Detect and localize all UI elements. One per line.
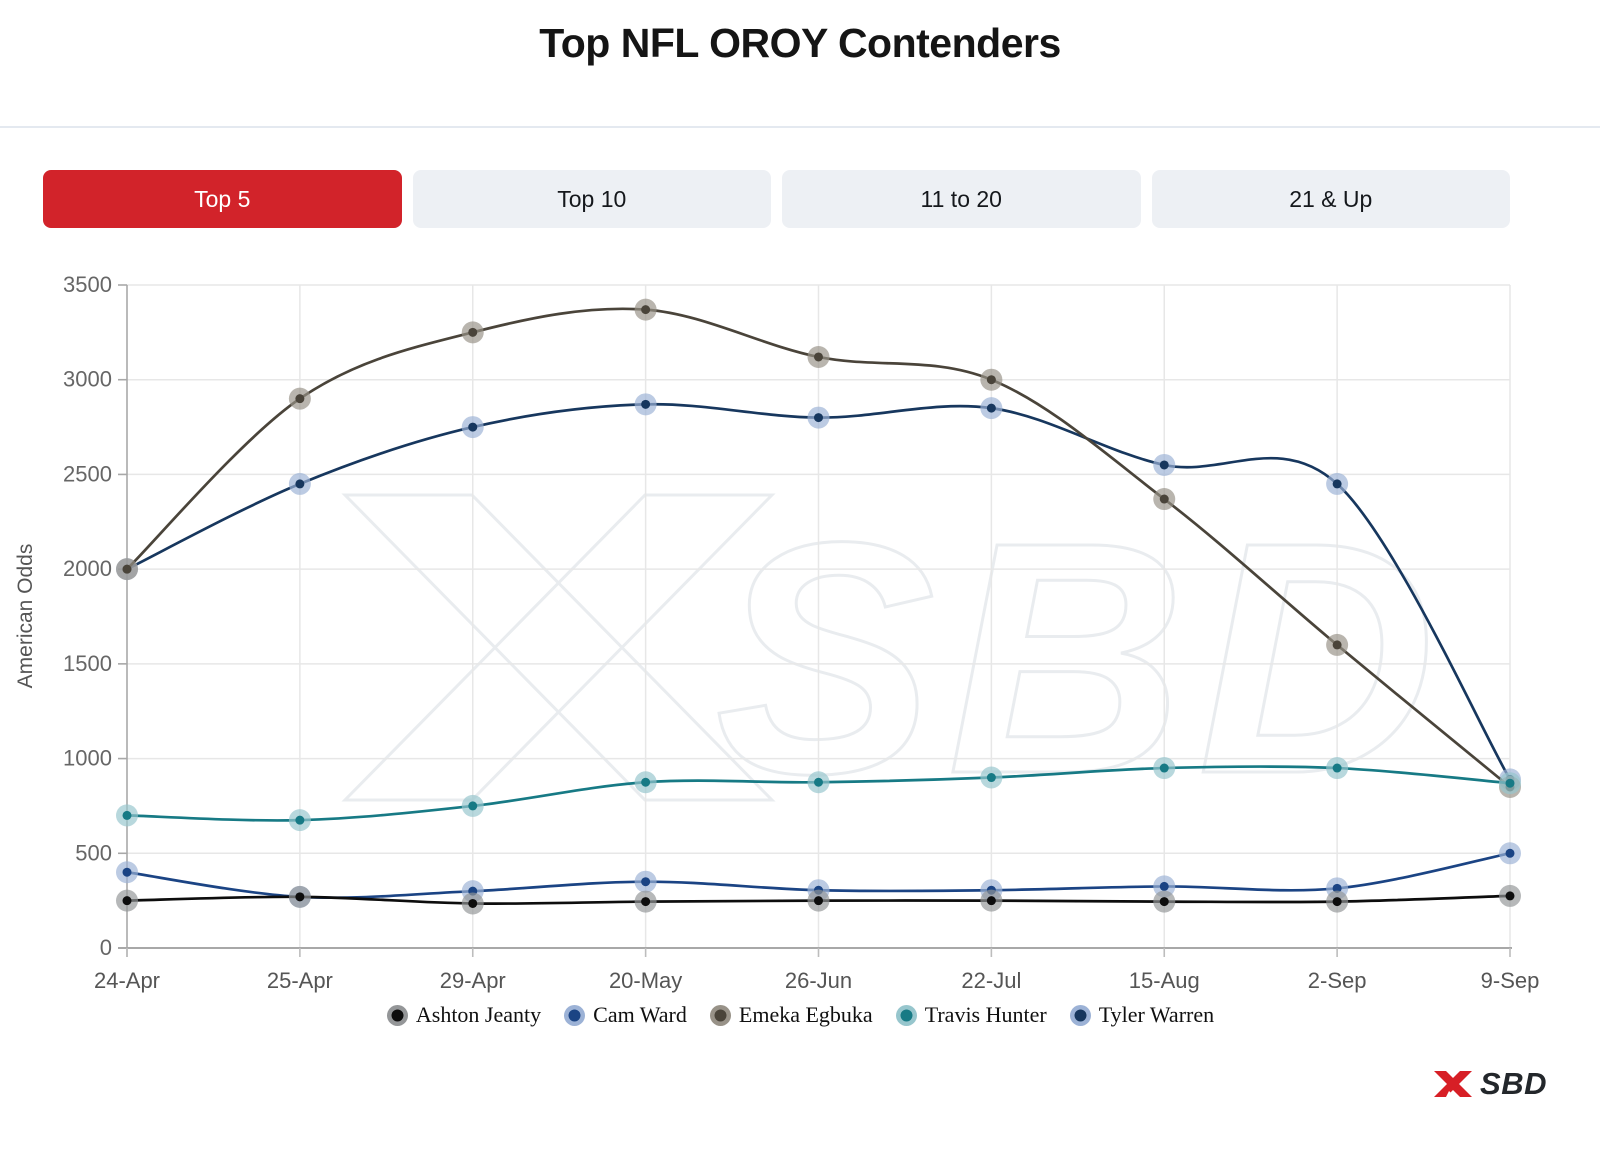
y-tick-label: 1000	[63, 746, 112, 771]
tab-11-to-20[interactable]: 11 to 20	[782, 170, 1141, 228]
x-tick-label: 25-Apr	[267, 968, 333, 993]
legend-item-travis-hunter[interactable]: Travis Hunter	[895, 1002, 1047, 1028]
y-tick-label: 1500	[63, 651, 112, 676]
data-point	[1332, 640, 1342, 650]
data-point	[1159, 881, 1169, 891]
data-point	[1332, 763, 1342, 773]
data-point	[468, 422, 478, 432]
series-ashton-jeanty	[116, 884, 1521, 915]
x-tick-label: 29-Apr	[440, 968, 506, 993]
data-point	[814, 896, 823, 906]
data-point	[122, 564, 132, 574]
x-tick-label: 24-Apr	[94, 968, 160, 993]
y-tick-label: 2500	[63, 461, 112, 486]
legend-marker-icon	[709, 1004, 731, 1026]
data-point	[1332, 883, 1342, 893]
header-divider	[0, 126, 1600, 128]
legend-marker-icon	[895, 1004, 917, 1026]
legend-item-tyler-warren[interactable]: Tyler Warren	[1069, 1002, 1214, 1028]
data-point	[986, 375, 996, 385]
data-point	[122, 896, 132, 906]
data-point	[122, 867, 132, 877]
data-point	[1159, 494, 1169, 504]
data-point	[1332, 897, 1342, 907]
legend-item-ashton-jeanty[interactable]: Ashton Jeanty	[386, 1002, 541, 1028]
legend-label: Travis Hunter	[924, 1002, 1047, 1027]
legend-label: Emeka Egbuka	[738, 1002, 873, 1027]
data-point	[295, 394, 305, 404]
data-point	[468, 801, 478, 811]
legend-label: Tyler Warren	[1098, 1002, 1215, 1027]
data-point	[641, 897, 651, 907]
legend-label: Ashton Jeanty	[415, 1002, 542, 1027]
y-tick-label: 0	[100, 935, 112, 960]
data-point	[468, 898, 478, 908]
legend-item-cam-ward[interactable]: Cam Ward	[563, 1002, 687, 1028]
tab-top-5[interactable]: Top 5	[43, 170, 402, 228]
y-tick-label: 3500	[63, 272, 112, 297]
legend-label: Cam Ward	[593, 1002, 687, 1027]
data-point	[986, 896, 996, 906]
brand-x-icon	[1434, 1071, 1473, 1097]
data-point	[641, 399, 651, 409]
data-point	[295, 815, 305, 825]
data-point	[641, 305, 651, 315]
data-point	[1505, 848, 1515, 858]
data-point	[295, 479, 305, 489]
tab-top-10[interactable]: Top 10	[412, 170, 771, 228]
chart-area: SBD 0 500 1000 1500 2000 2500 3000 3500 24-Apr 25-…	[0, 268, 1600, 1013]
series-emeka-egbuka	[116, 298, 1521, 798]
chart-legend: Ashton Jeanty Cam Ward Emeka Egbuka Travis …	[0, 1002, 1600, 1028]
x-tick-label: 22-Jul	[961, 968, 1021, 993]
line-chart: SBD 0 500 1000 1500 2000 2500 3000 3500 24-Apr 25-…	[14, 272, 1540, 993]
data-point	[122, 810, 132, 820]
data-point	[986, 403, 996, 413]
x-tick-label: 15-Aug	[1129, 968, 1200, 993]
legend-marker-icon	[386, 1004, 408, 1026]
y-tick-label: 3000	[63, 367, 112, 392]
data-point	[1159, 460, 1169, 470]
data-point	[814, 352, 823, 362]
sbd-watermark: SBD	[341, 472, 1437, 844]
data-point	[641, 777, 651, 787]
legend-marker-icon	[1069, 1004, 1091, 1026]
y-axis-title: American Odds	[14, 544, 37, 689]
legend-item-emeka-egbuka[interactable]: Emeka Egbuka	[709, 1002, 873, 1028]
data-point	[1159, 897, 1169, 907]
brand-wordmark: SBD	[1480, 1066, 1547, 1101]
data-point	[641, 877, 651, 887]
series-travis-hunter	[116, 757, 1521, 832]
data-point	[295, 892, 305, 902]
tab-21-up[interactable]: 21 & Up	[1151, 170, 1510, 228]
data-point	[1159, 763, 1169, 773]
data-point	[468, 327, 478, 337]
data-point	[1505, 778, 1515, 788]
brand-logo: SBD	[1433, 1066, 1547, 1102]
x-tick-label: 20-May	[609, 968, 682, 993]
data-point	[1332, 479, 1342, 489]
page-title: Top NFL OROY Contenders	[539, 20, 1061, 66]
data-point	[814, 413, 823, 423]
x-tick-label: 9-Sep	[1481, 968, 1540, 993]
x-tick-label: 2-Sep	[1308, 968, 1367, 993]
y-tick-label: 500	[75, 840, 112, 865]
data-point	[986, 773, 996, 783]
tab-bar: Top 5 Top 10 11 to 20 21 & Up	[43, 170, 1510, 228]
legend-marker-icon	[564, 1004, 586, 1026]
data-point	[1505, 891, 1515, 901]
y-tick-label: 2000	[63, 556, 112, 581]
x-tick-label: 26-Jun	[785, 968, 852, 993]
data-point	[814, 777, 823, 787]
